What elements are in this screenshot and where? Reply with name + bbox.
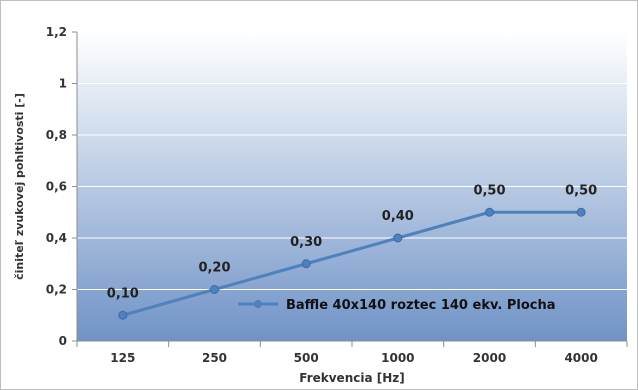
y-axis-title: činiteľ zvukovej pohltivosti [-] (13, 93, 26, 280)
y-tick-label: 1 (59, 77, 67, 91)
data-point (118, 310, 128, 320)
data-point (485, 207, 494, 217)
y-tick-label: 0,4 (46, 231, 67, 245)
data-label: 0,50 (473, 183, 505, 198)
data-label: 0,30 (290, 235, 322, 250)
x-axis-title: Frekvencia [Hz] (299, 371, 404, 385)
x-tick-label: 500 (294, 351, 319, 365)
data-label: 0,10 (107, 286, 139, 301)
data-point (210, 285, 219, 294)
x-tick-labels: 125 250 500 1000 2000 4000 (110, 351, 598, 365)
series (118, 207, 586, 320)
data-labels: 0,10 0,20 0,30 0,40 0,50 0,50 (107, 183, 597, 301)
x-tick-label: 4000 (564, 351, 597, 365)
y-tick-label: 0,8 (46, 128, 67, 142)
x-tick-label: 125 (110, 351, 135, 365)
y-tick-label: 0 (59, 334, 67, 348)
legend-entry: Baffle 40x140 roztec 140 ekv. Plocha (286, 298, 556, 313)
y-tick-labels: 0 0,2 0,4 0,6 0,8 1 1,2 (46, 25, 67, 348)
x-tick-label: 250 (202, 351, 227, 365)
data-point (576, 207, 586, 217)
data-point (393, 233, 403, 243)
y-tick-label: 0,6 (46, 180, 67, 194)
legend: Baffle 40x140 roztec 140 ekv. Plocha (238, 298, 556, 313)
data-label: 0,20 (198, 261, 230, 276)
data-label: 0,40 (382, 209, 414, 224)
data-point (301, 259, 311, 269)
series-line (122, 210, 582, 317)
legend-marker (254, 300, 262, 308)
axes (72, 31, 628, 347)
data-label: 0,50 (565, 183, 597, 198)
x-tick-label: 2000 (473, 351, 506, 365)
y-tick-label: 1,2 (46, 25, 67, 39)
y-tick-label: 0,2 (46, 283, 67, 297)
x-tick-label: 1000 (381, 351, 414, 365)
grid-lines (77, 31, 627, 290)
